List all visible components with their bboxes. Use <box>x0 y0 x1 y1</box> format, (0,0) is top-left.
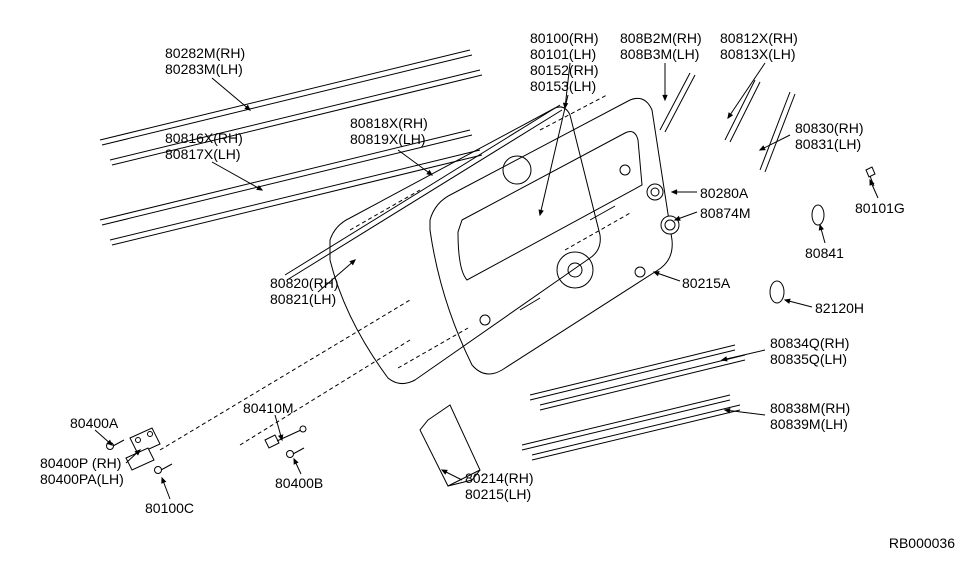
part-label-80100C: 80100C <box>145 500 194 516</box>
part-label-80812X: 80812X(RH)80813X(LH) <box>720 30 798 62</box>
part-label-80820: 80820(RH)80821(LH) <box>270 275 338 307</box>
part-label-808B2M: 808B2M(RH)808B3M(LH) <box>620 30 702 62</box>
part-label-80816X: 80816X(RH)80817X(LH) <box>165 130 243 162</box>
part-label-80152: 80152(RH)80153(LH) <box>530 62 598 94</box>
part-label-80874M: 80874M <box>700 205 751 221</box>
part-label-80400P: 80400P (RH)80400PA(LH) <box>40 455 124 487</box>
reference-code: RB000036 <box>889 535 955 551</box>
part-label-80100: 80100(RH)80101(LH) <box>530 30 598 62</box>
part-label-80400A: 80400A <box>70 415 118 431</box>
part-label-80410M: 80410M <box>243 400 294 416</box>
part-label-80101G: 80101G <box>855 200 905 216</box>
part-label-80215A: 80215A <box>682 275 730 291</box>
part-label-80400B: 80400B <box>275 475 323 491</box>
part-label-80838M: 80838M(RH)80839M(LH) <box>770 400 850 432</box>
part-label-80280A: 80280A <box>700 185 748 201</box>
part-label-80282M: 80282M(RH)80283M(LH) <box>165 45 245 77</box>
part-label-80834Q: 80834Q(RH)80835Q(LH) <box>770 335 849 367</box>
part-label-80214: 80214(RH)80215(LH) <box>465 470 533 502</box>
part-label-80818X: 80818X(RH)80819X(LH) <box>350 115 428 147</box>
part-label-80830: 80830(RH)80831(LH) <box>795 120 863 152</box>
parts-diagram: 80282M(RH)80283M(LH) 80816X(RH)80817X(LH)… <box>0 0 975 566</box>
part-label-80841: 80841 <box>805 245 844 261</box>
part-label-82120H: 82120H <box>815 300 864 316</box>
